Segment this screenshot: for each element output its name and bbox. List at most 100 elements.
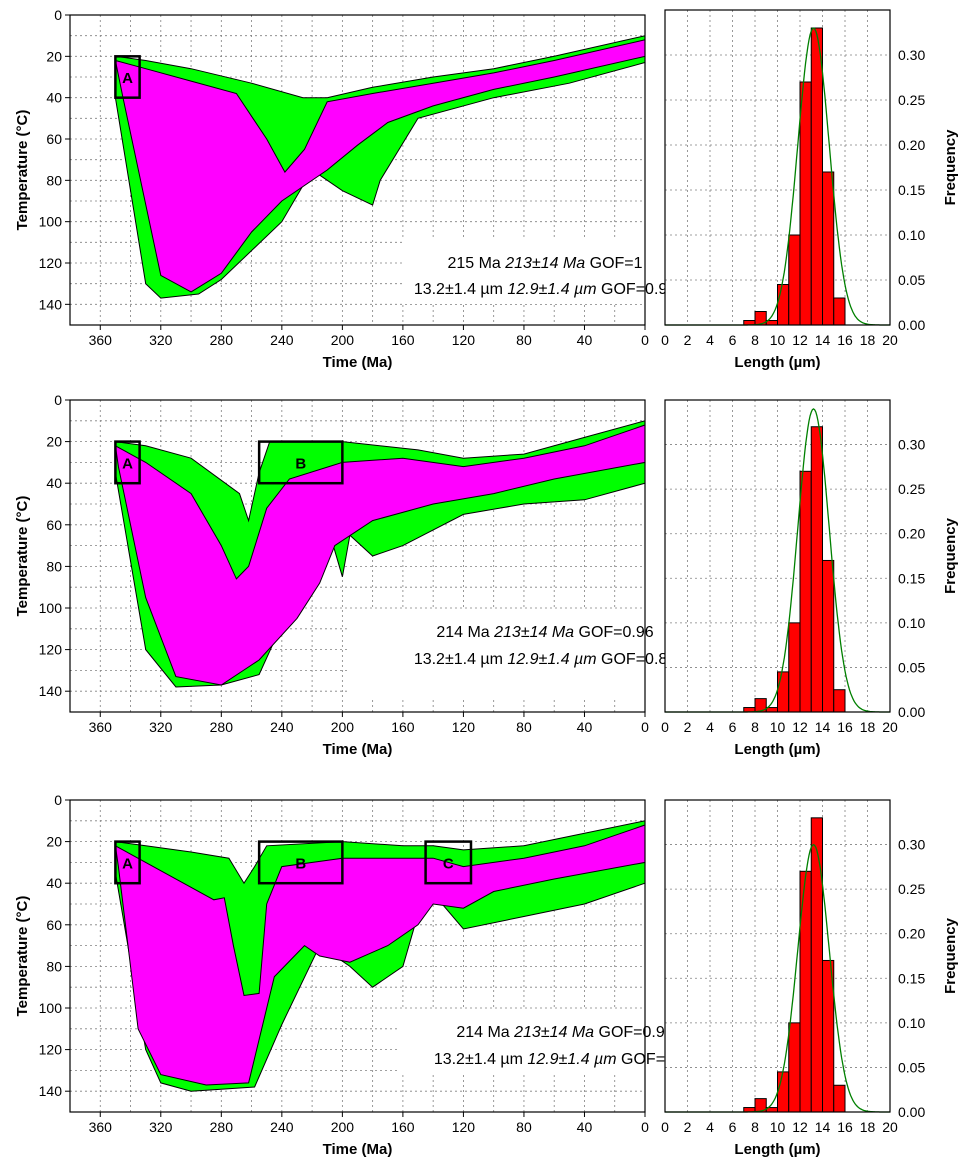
tt-ytick-label: 0 bbox=[54, 392, 62, 408]
hist-xtick-label: 6 bbox=[729, 719, 737, 735]
length-gof: GOF=0.84 bbox=[601, 651, 676, 668]
constraint-label: C bbox=[443, 855, 454, 872]
histogram-bar bbox=[799, 470, 812, 713]
tt-xtick-label: 80 bbox=[516, 719, 532, 735]
tt-xtick-label: 360 bbox=[89, 719, 113, 735]
histogram-bar bbox=[799, 81, 812, 326]
hist-xtick-label: 0 bbox=[661, 719, 669, 735]
annotation-box bbox=[348, 610, 720, 700]
hist-xlabel: Length (µm) bbox=[734, 354, 820, 371]
hist-xtick-label: 0 bbox=[661, 1119, 669, 1135]
tt-ylabel: Temperature (°C) bbox=[14, 110, 31, 231]
tt-xtick-label: 240 bbox=[270, 332, 294, 348]
histogram-bar bbox=[777, 1071, 790, 1113]
tt-ylabel: Temperature (°C) bbox=[14, 896, 31, 1017]
tt-xtick-label: 360 bbox=[89, 1119, 113, 1135]
hist-xlabel: Length (µm) bbox=[734, 1141, 820, 1158]
tt-xtick-label: 320 bbox=[149, 719, 173, 735]
hist-ytick-label: 0.20 bbox=[898, 926, 925, 942]
hist-xtick-label: 4 bbox=[706, 1119, 714, 1135]
hist-ytick-label: 0.10 bbox=[898, 1015, 925, 1031]
tt-xtick-label: 280 bbox=[210, 1119, 234, 1135]
tt-ylabel: Temperature (°C) bbox=[14, 496, 31, 617]
hist-ytick-label: 0.20 bbox=[898, 526, 925, 542]
tt-axes-frame bbox=[69, 399, 646, 713]
tt-ytick-label: 100 bbox=[39, 1000, 63, 1016]
histogram-bar bbox=[810, 817, 823, 1113]
tt-ytick-label: 60 bbox=[46, 917, 62, 933]
hist-ytick-label: 0.10 bbox=[898, 615, 925, 631]
tt-ytick-label: 100 bbox=[39, 214, 63, 230]
tt-xtick-label: 160 bbox=[391, 332, 415, 348]
tt-ytick-label: 140 bbox=[39, 296, 63, 312]
tt-ytick-label: 120 bbox=[39, 642, 63, 658]
hist-xtick-label: 12 bbox=[792, 719, 808, 735]
hist-xtick-label: 2 bbox=[684, 719, 692, 735]
tt-xtick-label: 0 bbox=[641, 1119, 649, 1135]
hist-xtick-label: 18 bbox=[860, 332, 876, 348]
length-measured: 12.9±1.4 µm bbox=[527, 1051, 621, 1068]
tt-ytick-label: 40 bbox=[46, 875, 62, 891]
annotation-length-line: 13.2±1.4 µm 12.9±1.4 µm GOF=0.86 bbox=[434, 1051, 696, 1068]
histogram-bar bbox=[833, 689, 846, 713]
hist-ytick-label: 0.15 bbox=[898, 182, 925, 198]
age-measured: 213±14 Ma bbox=[493, 624, 578, 641]
hist-axes-frame bbox=[664, 799, 891, 1113]
hist-xtick-label: 16 bbox=[837, 332, 853, 348]
constraint-label: A bbox=[122, 855, 133, 872]
hist-xtick-label: 20 bbox=[882, 719, 898, 735]
hist-xtick-label: 4 bbox=[706, 719, 714, 735]
histogram-bar bbox=[788, 234, 801, 326]
tt-xtick-label: 40 bbox=[577, 1119, 593, 1135]
hist-ytick-label: 0.20 bbox=[898, 137, 925, 153]
constraint-box-c bbox=[424, 840, 473, 885]
annotation-age-line: 214 Ma 213±14 Ma GOF=0.96 bbox=[436, 624, 653, 641]
tt-xtick-label: 320 bbox=[149, 1119, 173, 1135]
tt-ytick-label: 100 bbox=[39, 600, 63, 616]
tt-xtick-label: 240 bbox=[270, 1119, 294, 1135]
histogram-bar bbox=[833, 1084, 846, 1113]
age-model: 215 Ma bbox=[447, 255, 505, 272]
length-gof: GOF=0.99 bbox=[601, 281, 676, 298]
tt-xtick-label: 200 bbox=[331, 332, 355, 348]
hist-plot-area bbox=[665, 10, 890, 325]
tt-axes-frame bbox=[69, 14, 646, 326]
hist-ytick-label: 0.30 bbox=[898, 837, 925, 853]
constraint-box-a bbox=[114, 55, 141, 99]
hist-xtick-label: 8 bbox=[751, 719, 759, 735]
constraint-label: A bbox=[122, 455, 133, 472]
tt-xtick-label: 120 bbox=[452, 1119, 476, 1135]
tt-xtick-label: 160 bbox=[391, 719, 415, 735]
length-model: 13.2±1.4 µm bbox=[414, 281, 508, 298]
hist-xtick-label: 14 bbox=[815, 332, 831, 348]
age-measured: 213±14 Ma bbox=[504, 255, 589, 272]
constraint-box-b bbox=[257, 440, 344, 485]
tt-xtick-label: 160 bbox=[391, 1119, 415, 1135]
hist-xtick-label: 14 bbox=[815, 1119, 831, 1135]
tt-xlabel: Time (Ma) bbox=[323, 354, 393, 371]
tt-ytick-label: 80 bbox=[46, 172, 62, 188]
hist-xlabel: Length (µm) bbox=[734, 741, 820, 758]
hist-xtick-label: 20 bbox=[882, 1119, 898, 1135]
age-gof: GOF=0.96 bbox=[579, 624, 654, 641]
tt-xtick-label: 0 bbox=[641, 332, 649, 348]
hist-ytick-label: 0.00 bbox=[898, 317, 925, 333]
hist-axes-frame bbox=[664, 399, 891, 713]
tt-xtick-label: 80 bbox=[516, 1119, 532, 1135]
annotation-age-line: 214 Ma 213±14 Ma GOF=0.98 bbox=[456, 1024, 673, 1041]
histogram-bar bbox=[822, 171, 835, 326]
hist-xtick-label: 18 bbox=[860, 719, 876, 735]
hist-xtick-label: 10 bbox=[770, 1119, 786, 1135]
tt-ytick-label: 20 bbox=[46, 434, 62, 450]
hist-ylabel: Frequency bbox=[942, 517, 959, 594]
constraint-box-a bbox=[114, 840, 141, 885]
histogram-panel-1: 0 2 4 6 8 10 12 14 16 18 200.00 0.05 0.10 0.15 0.20 0.2… bbox=[661, 9, 959, 371]
tt-xtick-label: 280 bbox=[210, 719, 234, 735]
annotation-length-line: 13.2±1.4 µm 12.9±1.4 µm GOF=0.84 bbox=[414, 651, 676, 668]
tt-xlabel: Time (Ma) bbox=[323, 1141, 393, 1158]
constraint-label: A bbox=[122, 70, 133, 87]
tt-xtick-label: 280 bbox=[210, 332, 234, 348]
